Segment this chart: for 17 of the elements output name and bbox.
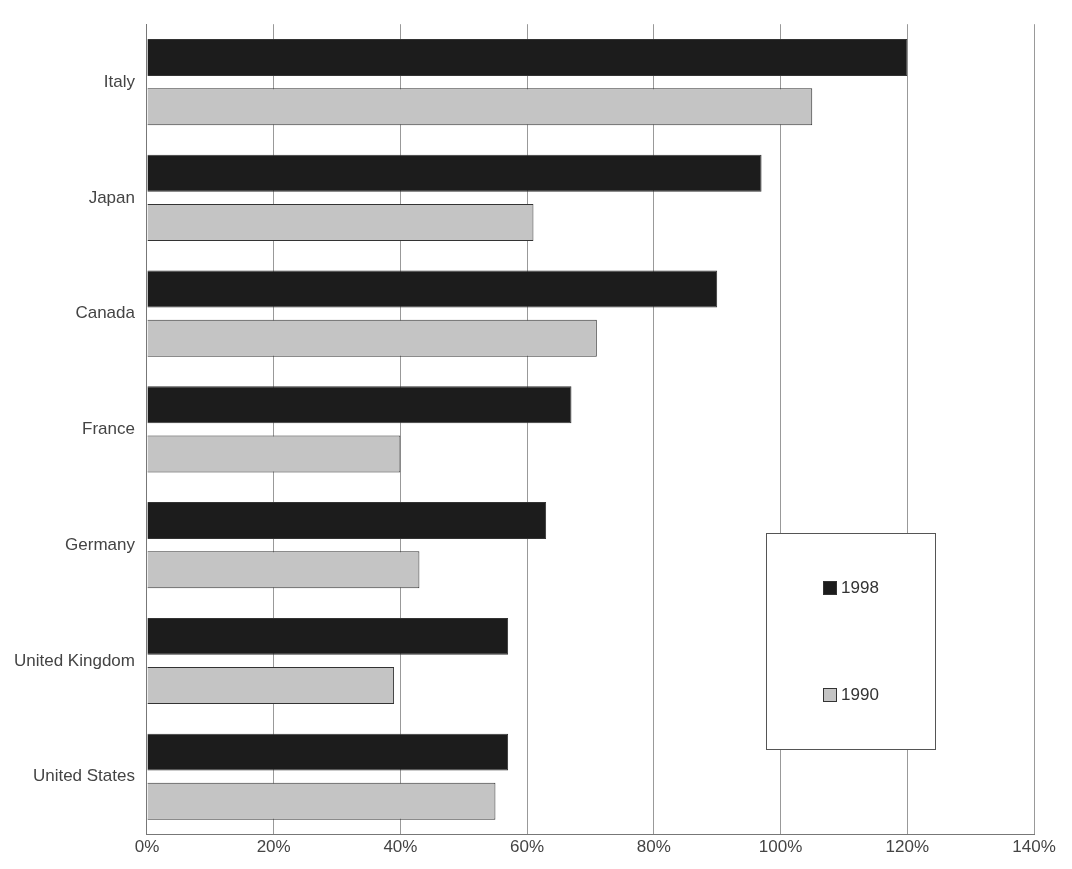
x-tick-label: 0% <box>134 837 160 857</box>
y-tick-label: Italy <box>103 71 136 91</box>
x-tick-label: 20% <box>256 837 291 857</box>
x-tick-label: 80% <box>636 837 671 857</box>
x-tick-label: 60% <box>510 837 545 857</box>
y-tick-label: United Kingdom <box>13 650 135 670</box>
y-tick-label: Canada <box>75 303 136 323</box>
y-tick-label: Germany <box>65 534 136 554</box>
y-tick-label: Japan <box>88 187 135 207</box>
y-tick-label: United States <box>32 766 135 786</box>
x-tick-label: 40% <box>383 837 418 857</box>
y-tick-label: France <box>82 419 135 439</box>
legend-label: 1998 <box>841 577 879 598</box>
legend-label: 1990 <box>841 685 879 706</box>
x-tick-label: 100% <box>758 837 803 857</box>
x-tick-label: 140% <box>1012 837 1056 857</box>
x-tick-label: 120% <box>885 837 930 857</box>
